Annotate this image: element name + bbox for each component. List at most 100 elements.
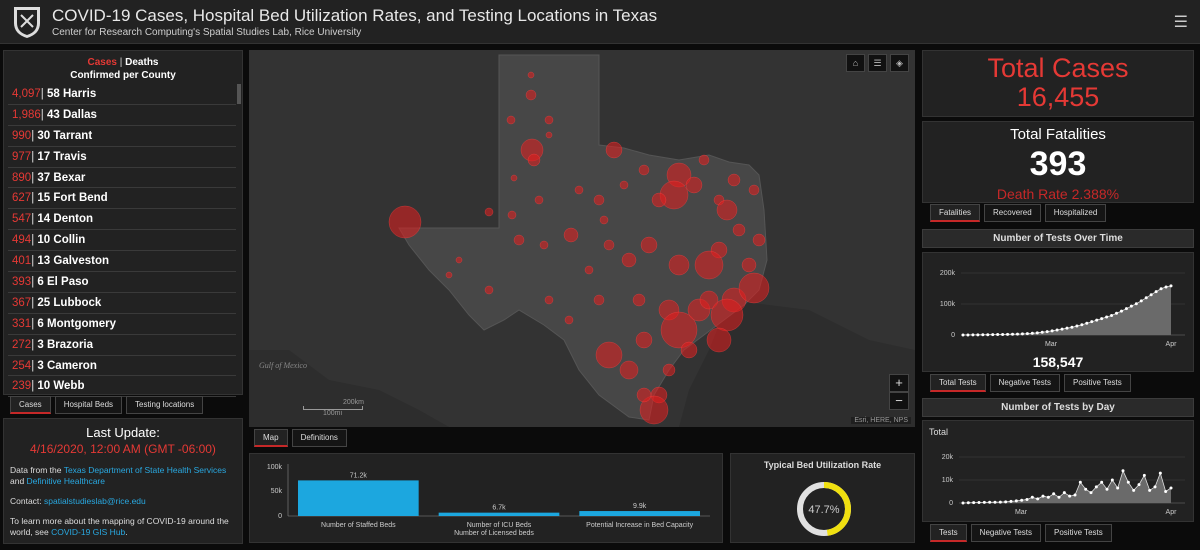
- data-point[interactable]: [1153, 485, 1157, 489]
- data-point[interactable]: [986, 333, 990, 337]
- contact-email-link[interactable]: spatialstudieslab@rice.edu: [44, 496, 146, 506]
- data-point[interactable]: [1169, 486, 1173, 490]
- case-marker[interactable]: [507, 210, 517, 220]
- data-point[interactable]: [1080, 323, 1084, 327]
- case-marker[interactable]: [716, 199, 738, 221]
- data-point[interactable]: [1009, 499, 1013, 503]
- data-point[interactable]: [1105, 315, 1109, 319]
- data-point[interactable]: [1100, 480, 1104, 484]
- case-marker[interactable]: [632, 293, 646, 307]
- data-point[interactable]: [1159, 287, 1163, 291]
- case-marker[interactable]: [706, 327, 732, 353]
- data-point[interactable]: [1132, 488, 1136, 492]
- data-point[interactable]: [976, 333, 980, 337]
- data-point[interactable]: [1057, 495, 1061, 499]
- data-point[interactable]: [1110, 313, 1114, 317]
- county-row[interactable]: 272| 3 Brazoria: [8, 335, 236, 356]
- case-marker[interactable]: [748, 184, 760, 196]
- case-marker[interactable]: [651, 192, 667, 208]
- data-point[interactable]: [1030, 331, 1034, 335]
- map-canvas[interactable]: Gulf of Mexico: [249, 50, 915, 427]
- data-point[interactable]: [1158, 471, 1162, 475]
- data-point[interactable]: [1115, 311, 1119, 315]
- data-point[interactable]: [1116, 486, 1120, 490]
- case-marker[interactable]: [738, 272, 770, 304]
- tab-total-tests[interactable]: Total Tests: [930, 374, 986, 392]
- data-point[interactable]: [1164, 285, 1168, 289]
- county-row[interactable]: 367| 25 Lubbock: [8, 293, 236, 314]
- county-row[interactable]: 239| 10 Webb: [8, 376, 236, 398]
- data-point[interactable]: [982, 500, 986, 504]
- home-icon[interactable]: ⌂: [846, 54, 865, 72]
- data-point[interactable]: [1126, 480, 1130, 484]
- tab-hospital-beds[interactable]: Hospital Beds: [54, 396, 123, 414]
- data-point[interactable]: [1004, 500, 1008, 504]
- definitive-healthcare-link[interactable]: Definitive Healthcare: [26, 476, 105, 486]
- layers-icon[interactable]: ◈: [890, 54, 909, 72]
- data-point[interactable]: [1089, 491, 1093, 495]
- tab-recovered[interactable]: Recovered: [984, 204, 1041, 222]
- case-marker[interactable]: [545, 131, 553, 139]
- case-marker[interactable]: [595, 341, 623, 369]
- county-row[interactable]: 547| 14 Denton: [8, 209, 236, 231]
- county-row[interactable]: 331| 6 Montgomery: [8, 314, 236, 335]
- texas-map[interactable]: Gulf of Mexico ⌂ ☰ ◈ + − 200km 100mi Esr…: [249, 50, 915, 427]
- case-marker[interactable]: [680, 341, 698, 359]
- case-marker[interactable]: [593, 294, 605, 306]
- case-marker[interactable]: [563, 227, 579, 243]
- case-marker[interactable]: [513, 234, 525, 246]
- tab-negative-tests[interactable]: Negative Tests: [989, 374, 1060, 392]
- county-row[interactable]: 1,986| 43 Dallas: [8, 105, 236, 126]
- case-marker[interactable]: [638, 164, 650, 176]
- tab-positive-tests[interactable]: Positive Tests: [1063, 374, 1131, 392]
- tab-testing-locations[interactable]: Testing locations: [126, 396, 204, 414]
- case-marker[interactable]: [539, 240, 549, 250]
- data-point[interactable]: [991, 333, 995, 337]
- case-marker[interactable]: [599, 215, 609, 225]
- data-point[interactable]: [1094, 485, 1098, 489]
- list-icon[interactable]: ☰: [868, 54, 887, 72]
- data-point[interactable]: [1129, 304, 1133, 308]
- county-row[interactable]: 890| 37 Bexar: [8, 168, 236, 189]
- data-point[interactable]: [1124, 307, 1128, 311]
- data-point[interactable]: [1095, 318, 1099, 322]
- data-point[interactable]: [1085, 321, 1089, 325]
- data-point[interactable]: [1030, 495, 1034, 499]
- case-marker[interactable]: [752, 233, 766, 247]
- case-marker[interactable]: [662, 363, 676, 377]
- data-point[interactable]: [993, 500, 997, 504]
- data-point[interactable]: [1040, 330, 1044, 334]
- tab-tests[interactable]: Tests: [930, 524, 967, 542]
- case-marker[interactable]: [445, 271, 453, 279]
- data-point[interactable]: [966, 501, 970, 505]
- county-row[interactable]: 401| 13 Galveston: [8, 251, 236, 273]
- case-marker[interactable]: [685, 176, 703, 194]
- data-point[interactable]: [1036, 497, 1040, 501]
- case-marker[interactable]: [621, 252, 637, 268]
- covid-gis-hub-link[interactable]: COVID-19 GIS Hub: [51, 527, 126, 537]
- data-point[interactable]: [1105, 487, 1109, 491]
- case-marker[interactable]: [527, 153, 541, 167]
- data-point[interactable]: [1020, 498, 1024, 502]
- data-point[interactable]: [1001, 332, 1005, 336]
- zoom-in-button[interactable]: +: [889, 374, 909, 392]
- data-point[interactable]: [977, 501, 981, 505]
- case-marker[interactable]: [388, 205, 422, 239]
- data-point[interactable]: [1070, 325, 1074, 329]
- data-point[interactable]: [1078, 480, 1082, 484]
- case-marker[interactable]: [510, 174, 518, 182]
- beds-bar[interactable]: [298, 480, 419, 516]
- county-row[interactable]: 627| 15 Fort Bend: [8, 188, 236, 210]
- data-point[interactable]: [1144, 296, 1148, 300]
- data-point[interactable]: [1025, 332, 1029, 336]
- hamburger-menu-icon[interactable]: ☰: [1173, 14, 1188, 31]
- county-row[interactable]: 494| 10 Collin: [8, 230, 236, 252]
- data-point[interactable]: [1006, 332, 1010, 336]
- data-point[interactable]: [1020, 332, 1024, 336]
- case-marker[interactable]: [603, 239, 615, 251]
- data-point[interactable]: [966, 333, 970, 337]
- data-point[interactable]: [972, 501, 976, 505]
- tab-cases[interactable]: Cases: [10, 396, 51, 414]
- case-marker[interactable]: [694, 250, 724, 280]
- data-point[interactable]: [1134, 302, 1138, 306]
